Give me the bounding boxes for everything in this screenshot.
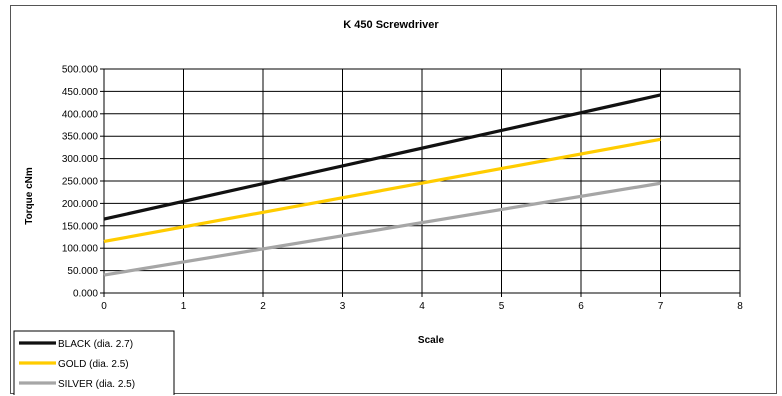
- y-tick-label: 0.000: [73, 289, 98, 300]
- tick-labels: 0.000 50.000 100.000 150.000 200.000 250.000 3…: [62, 65, 743, 313]
- x-tick-label: 7: [658, 301, 664, 312]
- y-tick-label: 100.000: [62, 244, 99, 255]
- series-line-silver: [103, 181, 661, 277]
- x-tick-label: 2: [260, 301, 266, 312]
- y-tick-label: 250.000: [62, 177, 99, 188]
- y-tick-label: 400.000: [62, 109, 99, 120]
- series-line-black: [103, 93, 661, 221]
- y-tick-label: 200.000: [62, 199, 99, 210]
- x-tick-label: 6: [578, 301, 584, 312]
- y-tick-label: 50.000: [67, 266, 98, 277]
- x-tick-label: 1: [181, 301, 187, 312]
- line-chart: K 450 Screwdriver Torque cNm Scale 0.000…: [13, 19, 743, 395]
- legend-label-gold: GOLD (dia. 2.5): [58, 359, 129, 370]
- series-lines: [103, 93, 661, 277]
- y-tick-label: 500.000: [62, 65, 99, 76]
- legend-label-silver: SILVER (dia. 2.5): [58, 379, 135, 390]
- x-tick-label: 0: [101, 301, 107, 312]
- x-tick-label: 5: [499, 301, 505, 312]
- x-tick-label: 3: [340, 301, 346, 312]
- legend: BLACK (dia. 2.7) GOLD (dia. 2.5) SILVER (d…: [13, 330, 175, 395]
- series-line-gold: [103, 137, 661, 244]
- y-tick-label: 450.000: [62, 87, 99, 98]
- chart-title: K 450 Screwdriver: [343, 19, 439, 31]
- x-axis-label: Scale: [418, 335, 445, 346]
- chart-frame: K 450 Screwdriver Torque cNm Scale 0.000…: [10, 5, 777, 395]
- grid-lines: [100, 68, 741, 297]
- y-tick-label: 300.000: [62, 154, 99, 165]
- x-tick-label: 8: [737, 301, 743, 312]
- y-tick-label: 150.000: [62, 221, 99, 232]
- x-tick-label: 4: [419, 301, 425, 312]
- legend-label-black: BLACK (dia. 2.7): [58, 339, 133, 350]
- y-axis-label: Torque cNm: [24, 167, 35, 225]
- plot-area-border: [103, 68, 741, 294]
- y-tick-label: 350.000: [62, 132, 99, 143]
